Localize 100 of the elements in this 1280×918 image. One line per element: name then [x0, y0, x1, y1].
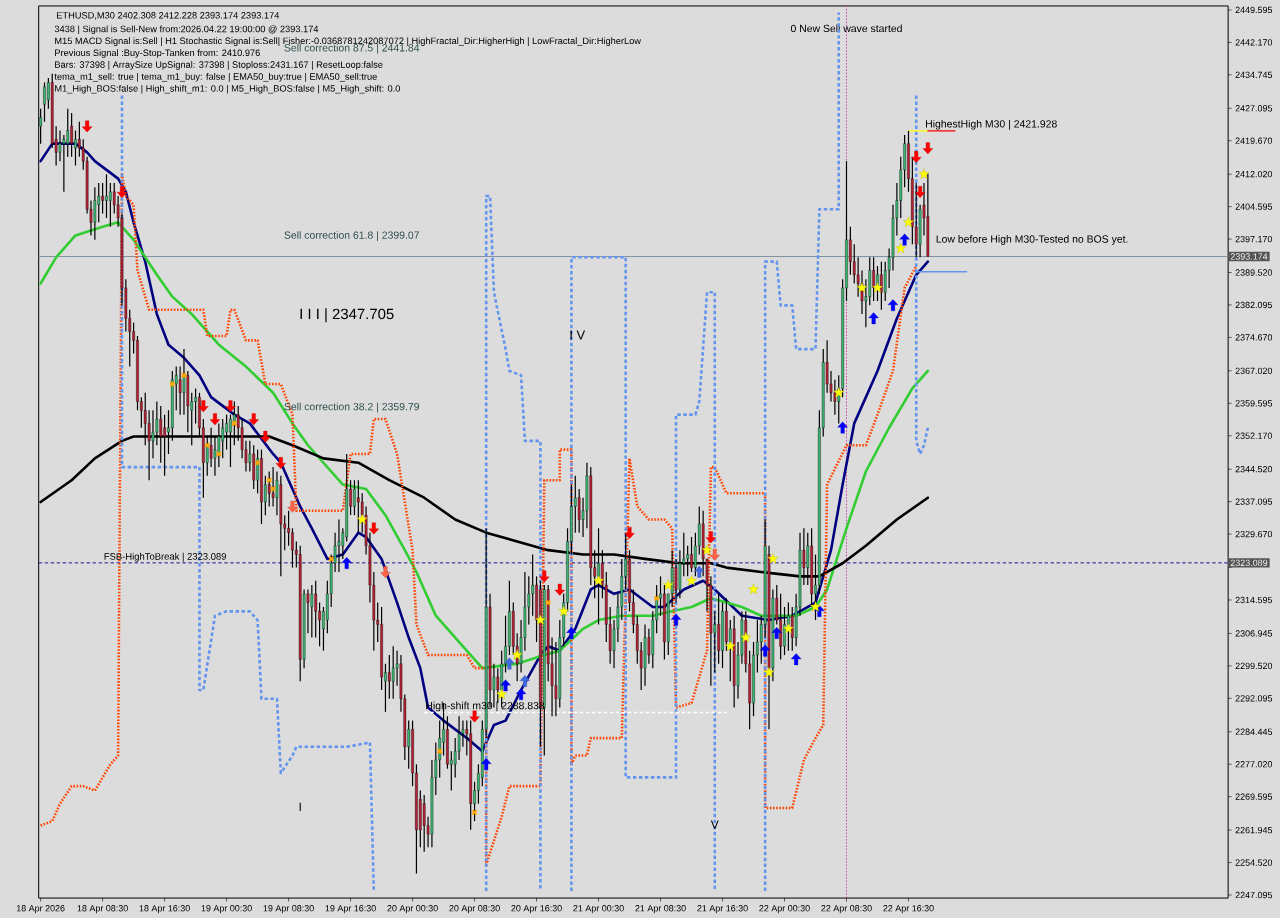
x-tick-label: 20 Apr 08:30 — [449, 905, 500, 914]
y-tick-label: 2277.020 — [1235, 761, 1273, 768]
y-tick-label: 2382.095 — [1235, 301, 1273, 309]
point — [566, 627, 577, 639]
point — [748, 583, 759, 595]
point — [694, 565, 705, 578]
x-tick-label: 21 Apr 00:30 — [573, 905, 624, 914]
point — [116, 186, 128, 198]
candlestick — [752, 641, 755, 717]
point — [275, 457, 286, 469]
candlestick — [109, 182, 112, 228]
candlestick — [783, 606, 786, 656]
point — [833, 387, 845, 398]
point — [686, 575, 697, 586]
point — [287, 500, 298, 513]
annotation: Low before High M30-Tested no BOS yet. — [936, 235, 1128, 245]
annotation: Sell correction 38.2 | 2359.79 — [284, 402, 420, 413]
y-tick-label: 2434.745 — [1235, 71, 1273, 78]
point — [624, 527, 635, 539]
point — [872, 282, 883, 293]
y-tick-label: 2299.520 — [1235, 662, 1273, 670]
y-tick-label: 2344.520 — [1235, 466, 1273, 473]
annotation: FSB-HighToBreak | 2323.089 — [104, 552, 227, 562]
annotation: Sell correction 61.8 | 2399.07 — [284, 231, 419, 241]
y-tick-label: 2292.095 — [1235, 695, 1273, 702]
point — [790, 653, 802, 666]
y-tick-label: 2419.670 — [1235, 137, 1273, 144]
candlestick — [446, 715, 449, 770]
candlestick — [504, 615, 507, 674]
candlestick — [291, 527, 294, 569]
annotation: M1_High_BOS:false | High_shift_m1: 0.0 | M5_High_BOS:false | M5_High_shift: 0.0 — [55, 84, 401, 94]
candlestick — [790, 606, 794, 652]
point — [341, 557, 352, 569]
annotation: tema_m1_sell: true | tema_m1_buy: false | EMA50_buy:true | EMA50_sell:true — [54, 73, 377, 82]
y-tick-label: 2359.595 — [1235, 400, 1273, 407]
candlestick — [353, 479, 356, 516]
y-tick-label: 2449.595 — [1235, 6, 1273, 14]
x-tick-label: 20 Apr 16:30 — [511, 905, 562, 914]
candlestick — [872, 256, 875, 302]
annotation: V — [710, 820, 719, 829]
annotation: Bars: 37398 | ArraySize UpSignal: 37398 | Stoploss:2431.167 | ResetLoop:false — [55, 61, 383, 70]
point — [740, 631, 752, 643]
point — [771, 627, 782, 639]
y-tick-label: 2404.595 — [1235, 203, 1273, 210]
point — [380, 566, 391, 579]
y-tick-label: 2374.670 — [1235, 334, 1273, 341]
point — [922, 142, 933, 155]
candlestick — [496, 667, 500, 704]
point — [500, 679, 511, 692]
point — [515, 688, 527, 701]
point — [539, 570, 550, 583]
candlestick — [43, 81, 46, 123]
y-tick-label: 2254.520 — [1235, 859, 1273, 866]
candlestick — [380, 606, 383, 691]
candlestick — [260, 449, 263, 525]
y-tick-label: 2269.595 — [1235, 793, 1273, 800]
point — [705, 531, 717, 544]
point — [701, 544, 713, 555]
candlestick — [690, 536, 693, 573]
point — [469, 710, 480, 723]
candlestick — [554, 641, 558, 717]
point — [225, 400, 236, 413]
ref-line-label: 2393.174 — [1230, 253, 1268, 260]
candlestick — [78, 121, 81, 158]
y-tick-label: 2427.095 — [1235, 105, 1273, 112]
point — [260, 430, 271, 443]
candlestick — [310, 584, 314, 639]
candlestick — [337, 518, 341, 573]
annotation: I V — [570, 330, 586, 340]
annotation: 3438 | Signal is Sell-New from:2026.04.22 19:00:00 @ 2393.174 — [54, 25, 319, 35]
y-tick-label: 2314.595 — [1235, 596, 1273, 604]
y-tick-label: 2412.020 — [1235, 170, 1273, 178]
y-tick-label: 2389.520 — [1235, 269, 1273, 276]
point — [554, 583, 565, 596]
point — [810, 601, 821, 612]
point — [911, 151, 922, 163]
y-tick-label: 2247.095 — [1235, 891, 1273, 899]
point — [782, 623, 794, 634]
candlestick — [105, 173, 108, 219]
point — [760, 644, 771, 657]
point — [266, 477, 273, 484]
point — [856, 282, 868, 293]
point — [903, 216, 914, 227]
candlestick — [422, 794, 426, 853]
x-tick-label: 18 Apr 16:30 — [139, 905, 190, 914]
candlestick — [387, 654, 391, 700]
point — [868, 312, 879, 325]
candlestick — [62, 134, 66, 193]
candlestick — [194, 387, 197, 424]
candlestick — [136, 335, 139, 411]
point — [670, 613, 682, 626]
annotation: I I I | 2347.705 — [300, 308, 394, 323]
candlestick — [70, 112, 73, 158]
annotation: Previous Signal :Buy-Stop-Tanken from: 2410.976 — [55, 49, 260, 58]
point — [709, 548, 720, 561]
candlestick — [531, 553, 535, 617]
point — [368, 522, 379, 535]
x-tick-label: 22 Apr 16:30 — [883, 905, 934, 914]
text: ETHUSD,M30 2402.308 2412.228 2393.174 2393.174 — [57, 12, 280, 20]
x-tick-label: 20 Apr 00:30 — [387, 905, 438, 914]
